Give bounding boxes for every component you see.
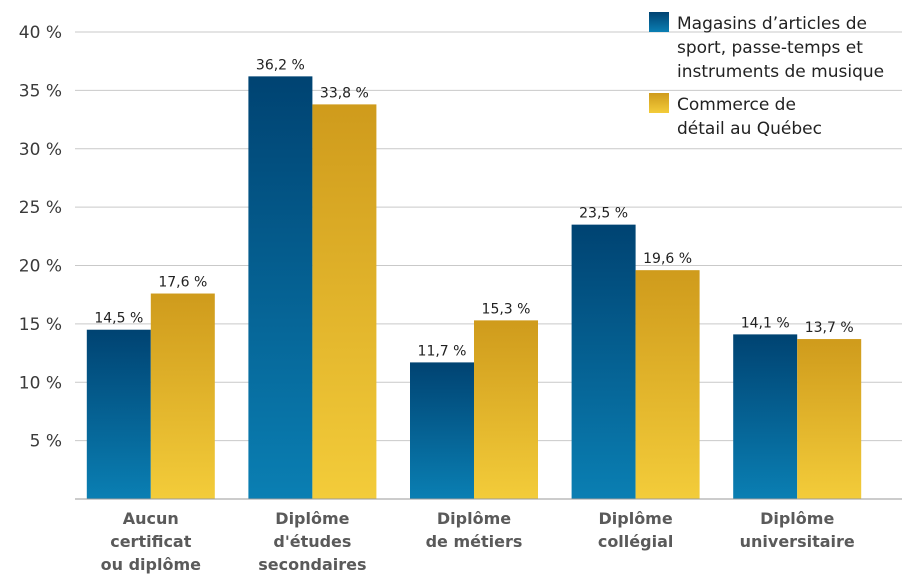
x-category-label-line: ou diplôme (101, 555, 201, 574)
legend-label-line: Commerce de (677, 95, 796, 115)
bar-series-1-category-1 (86, 329, 151, 499)
x-category-label-line: Diplôme (437, 509, 511, 528)
x-category-label-line: Aucun (123, 509, 179, 528)
x-category-label-line: d'études (273, 532, 351, 551)
bar-series-1-category-2 (248, 76, 313, 500)
value-label: 36,2 % (256, 57, 305, 73)
x-category-label-line: Diplôme (275, 509, 349, 528)
bar-series-2-category-5 (797, 339, 862, 499)
y-tick-label: 25 % (19, 198, 62, 218)
bar-series-1-category-5 (733, 334, 798, 499)
legend-swatch-series-2 (649, 93, 669, 113)
legend-swatch-series-1 (649, 12, 669, 32)
legend-label-line: Magasins d’articles de (677, 14, 867, 34)
y-axis-ticks: 5 % 10 % 15 % 20 % 25 % 30 % 35 % 40 % (19, 23, 62, 452)
y-tick-label: 10 % (19, 373, 62, 393)
legend-label-line: détail au Québec (677, 119, 822, 139)
value-label: 13,7 % (805, 320, 854, 336)
x-category-label-line: Diplôme (760, 509, 834, 528)
x-category-label: Diplôme de métiers (426, 509, 523, 551)
y-tick-label: 5 % (30, 432, 62, 452)
x-category-label-line: Diplôme (598, 509, 672, 528)
legend-label-series-2: Commerce de détail au Québec (677, 95, 822, 139)
bar-series-2-category-4 (635, 270, 700, 499)
x-category-label-line: secondaires (258, 555, 366, 574)
x-category-label-line: universitaire (740, 532, 855, 551)
x-axis-categories: Aucun certificat ou diplôme Diplôme d'études… (101, 509, 855, 574)
value-label: 14,5 % (94, 311, 143, 327)
y-tick-label: 15 % (19, 315, 62, 335)
legend: Magasins d’articles de sport, passe-temps… (649, 12, 884, 139)
x-category-label-line: collégial (598, 532, 674, 551)
y-tick-label: 30 % (19, 140, 62, 160)
legend-label-line: sport, passe-temps et (677, 38, 863, 58)
value-labels: 14,5 % 17,6 % 36,2 % 33,8 % 11,7 % 15,3 % 23,5… (94, 57, 853, 359)
bar-series-1-category-4 (571, 224, 636, 499)
value-label: 14,1 % (741, 315, 790, 331)
x-category-label: Diplôme collégial (598, 509, 674, 551)
value-label: 15,3 % (482, 301, 531, 317)
bar-series-2-category-1 (150, 293, 215, 499)
value-label: 33,8 % (320, 85, 369, 101)
x-category-label-line: certificat (110, 532, 192, 551)
value-label: 19,6 % (643, 251, 692, 267)
x-category-label: Diplôme universitaire (740, 509, 855, 551)
bar-series-1-category-3 (410, 362, 474, 499)
y-tick-label: 35 % (19, 81, 62, 101)
bar-series-2-category-2 (312, 104, 377, 499)
bars (86, 76, 862, 500)
value-label: 23,5 % (579, 206, 628, 222)
legend-label-line: instruments de musique (677, 62, 884, 82)
legend-label-series-1: Magasins d’articles de sport, passe-temps… (677, 14, 884, 82)
x-category-label: Diplôme d'études secondaires (258, 509, 366, 574)
y-tick-label: 40 % (19, 23, 62, 43)
x-category-label: Aucun certificat ou diplôme (101, 509, 201, 574)
bar-series-2-category-3 (474, 320, 538, 499)
x-category-label-line: de métiers (426, 532, 523, 551)
value-label: 17,6 % (158, 275, 207, 291)
value-label: 11,7 % (418, 343, 467, 359)
y-tick-label: 20 % (19, 257, 62, 277)
